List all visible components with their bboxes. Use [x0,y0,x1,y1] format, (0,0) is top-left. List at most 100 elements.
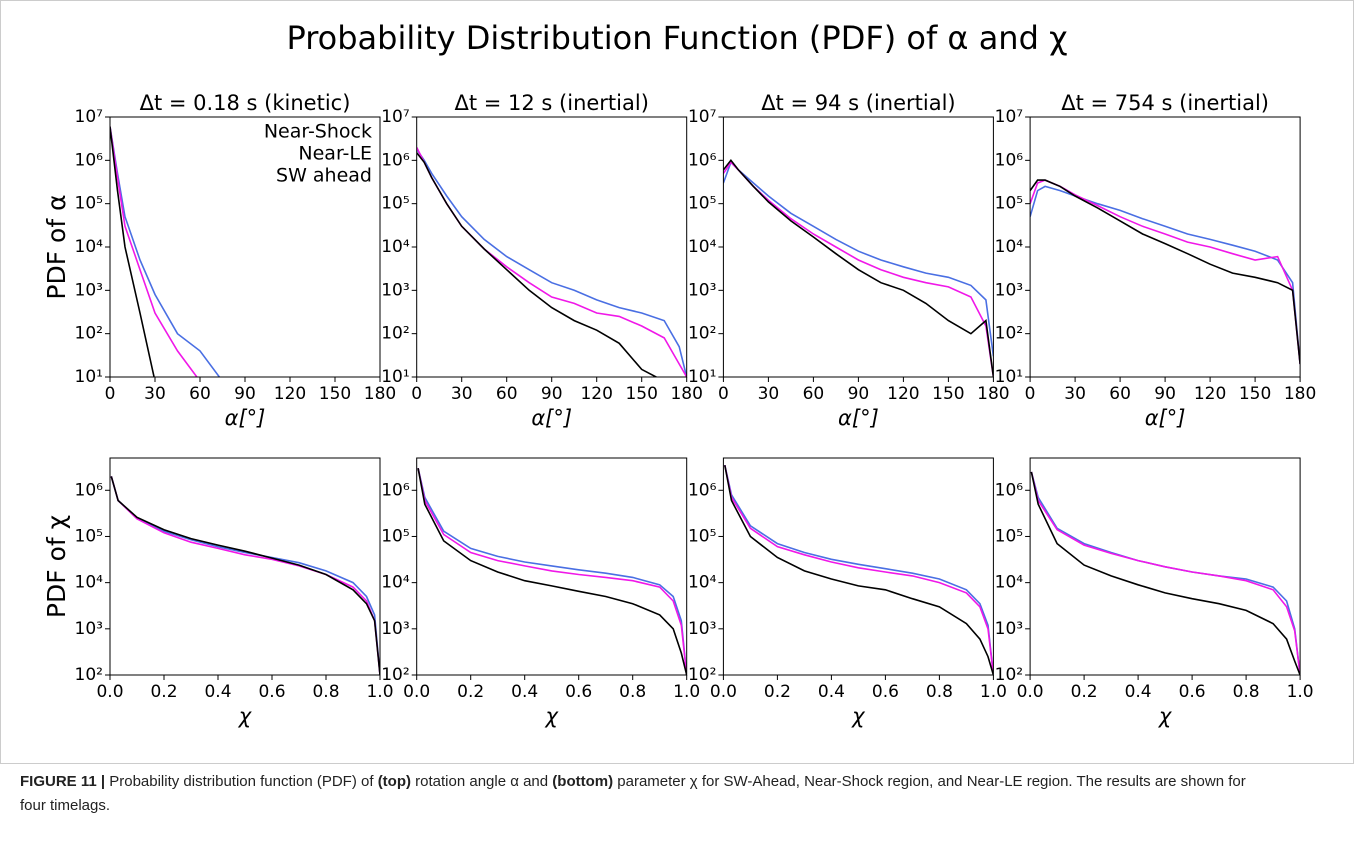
y-tick-label: 10² [381,324,409,344]
y-tick-label: 10⁴ [381,237,410,257]
subplot-title: Δt = 0.18 s (kinetic) [140,91,351,115]
y-tick-label: 10⁷ [995,107,1024,127]
y-tick-label: 10⁶ [688,480,717,500]
y-tick-label: 10¹ [995,367,1023,387]
x-axis-label: α[°] [838,406,879,430]
y-tick-label: 10³ [381,619,409,639]
series-line [417,468,687,675]
caption-part: (bottom) [552,773,614,790]
plot-area [1030,471,1301,675]
x-tick-label: 0 [718,384,729,404]
y-tick-label: 10⁶ [75,150,104,170]
y-tick-label: 10³ [688,619,716,639]
x-tick-label: 1.0 [673,682,700,702]
y-tick-label: 10⁴ [688,573,717,593]
series-line [417,468,687,675]
y-tick-label: 10⁶ [995,480,1024,500]
series-line [110,126,155,377]
y-tick-label: 10⁴ [995,573,1024,593]
legend-label: Near-LE [298,143,372,165]
series-line [1030,471,1301,675]
x-axis-label: χ [238,704,253,728]
x-tick-label: 90 [541,384,563,404]
x-tick-label: 150 [932,384,964,404]
x-tick-label: 0.4 [818,682,845,702]
series-line [724,465,994,675]
x-tick-label: 120 [580,384,612,404]
x-tick-label: 0.6 [565,682,592,702]
y-tick-label: 10⁶ [381,150,410,170]
plot-area [724,465,994,675]
y-tick-label: 10⁷ [75,107,104,127]
axes-frame [109,116,381,378]
x-tick-label: 150 [1239,384,1271,404]
x-tick-label: 90 [1154,384,1176,404]
x-tick-label: 0.4 [204,682,231,702]
y-axis-label: PDF of χ [42,515,71,618]
axes-frame [109,457,381,676]
y-tick-label: 10² [688,665,716,685]
y-tick-label: 10¹ [688,367,716,387]
series-line [723,160,994,357]
x-tick-label: 0 [411,384,422,404]
x-tick-label: 120 [1194,384,1226,404]
subplot-title: Δt = 754 s (inertial) [1061,91,1269,115]
y-tick-label: 10⁴ [995,237,1024,257]
x-tick-label: 0.0 [96,682,123,702]
x-tick-label: 150 [319,384,351,404]
x-tick-label: 1.0 [366,682,393,702]
series-line [416,146,687,377]
x-axis-label: α[°] [1145,406,1186,430]
x-tick-label: 0.2 [150,682,177,702]
x-tick-label: 0.4 [1125,682,1152,702]
y-tick-label: 10⁵ [381,194,409,214]
y-tick-label: 10⁵ [995,194,1023,214]
x-tick-label: 0.6 [1179,682,1206,702]
plot-area [723,159,994,377]
series-line [1030,471,1301,675]
x-axis-label: χ [1158,704,1173,728]
series-line [110,126,198,377]
x-tick-label: 1.0 [1287,682,1314,702]
x-tick-label: 0.8 [926,682,953,702]
series-line [723,159,994,377]
figure: Probability Distribution Function (PDF) … [0,0,1354,764]
series-line [724,465,994,675]
y-tick-label: 10⁷ [381,107,410,127]
caption: FIGURE 11 | Probability distribution fun… [20,770,1270,818]
series-line [416,152,658,377]
series-line [416,148,687,377]
x-tick-label: 0.6 [258,682,285,702]
x-tick-label: 60 [189,384,211,404]
x-tick-label: 1.0 [980,682,1007,702]
x-tick-label: 120 [274,384,306,404]
y-tick-label: 10¹ [75,367,103,387]
subplot-title: Δt = 12 s (inertial) [454,91,648,115]
series-line [1030,179,1301,365]
caption-part: FIGURE 11 | [20,773,106,790]
y-tick-label: 10⁴ [381,573,410,593]
y-tick-label: 10³ [75,619,103,639]
y-tick-label: 10² [688,324,716,344]
x-tick-label: 150 [625,384,657,404]
plot-area [416,146,687,377]
plot-area [1030,179,1301,365]
x-tick-label: 180 [670,384,702,404]
x-tick-label: 0 [105,384,116,404]
y-tick-label: 10³ [995,280,1023,300]
y-tick-label: 10⁶ [688,150,717,170]
y-tick-label: 10⁴ [688,237,717,257]
caption-part: Probability distribution function (PDF) … [105,773,378,790]
x-tick-label: 180 [977,384,1009,404]
x-tick-label: 60 [496,384,518,404]
x-tick-label: 0.6 [872,682,899,702]
series-line [110,476,380,675]
y-tick-label: 10¹ [381,367,409,387]
x-tick-label: 120 [887,384,919,404]
y-tick-label: 10² [381,665,409,685]
x-tick-label: 0.8 [312,682,339,702]
y-tick-label: 10⁵ [381,526,409,546]
series-line [724,465,994,675]
legend-label: Near-Shock [264,121,372,143]
x-tick-label: 0.4 [511,682,538,702]
